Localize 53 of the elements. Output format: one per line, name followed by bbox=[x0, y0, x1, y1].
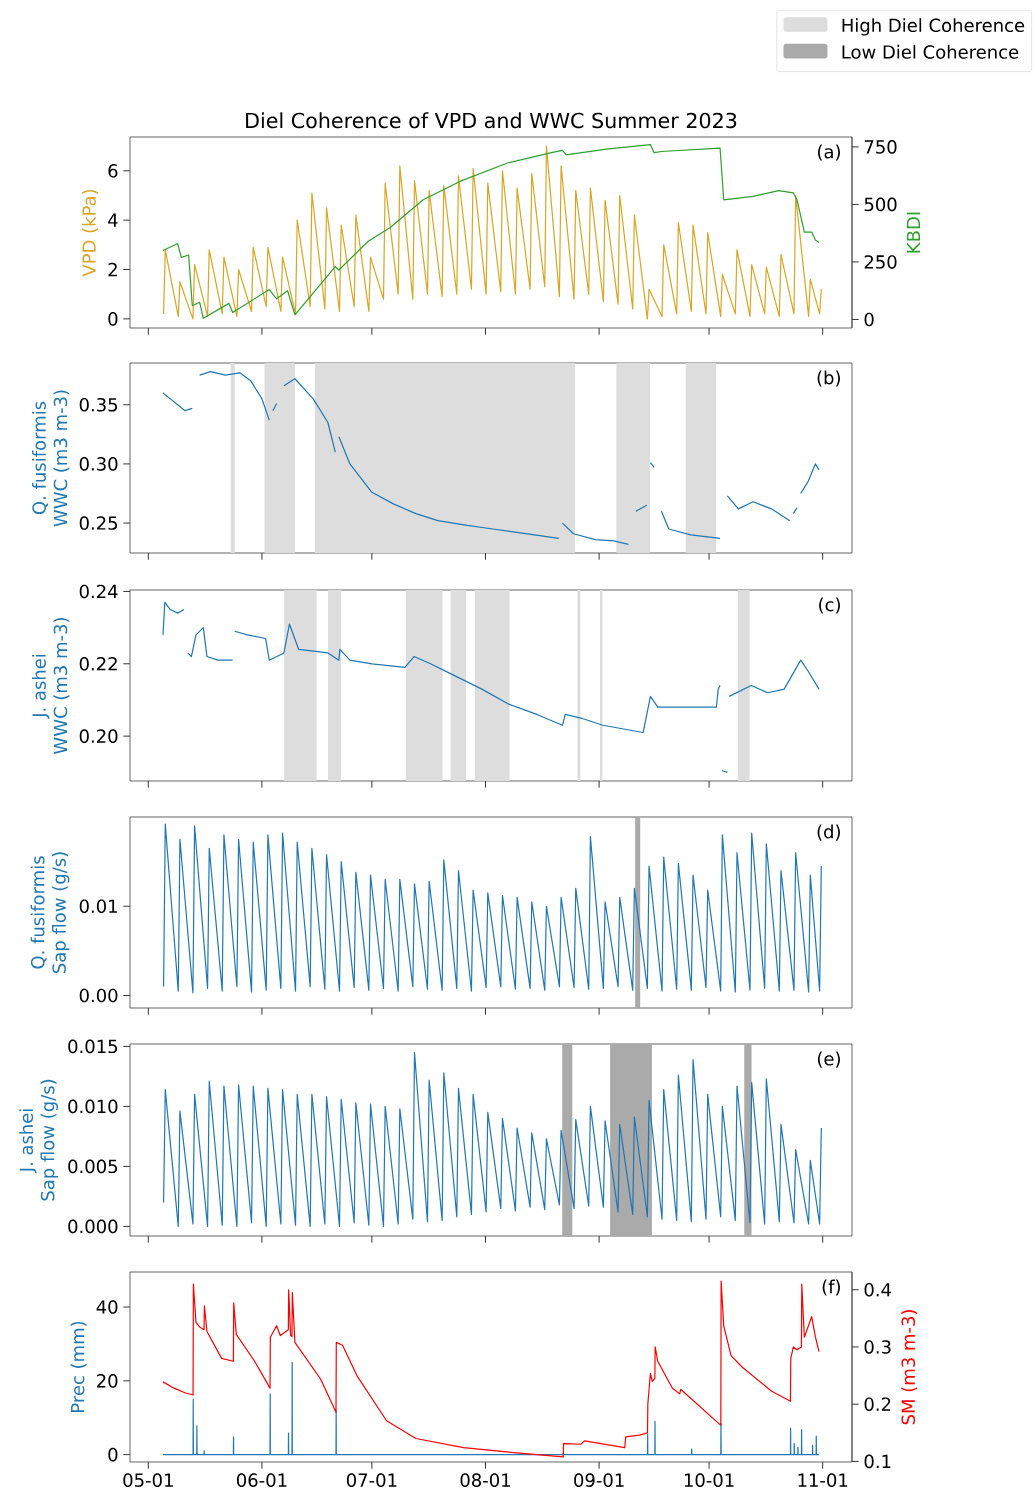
y-tick-label: 0.22 bbox=[79, 656, 117, 671]
y2-tick-label: 0.3 bbox=[864, 1340, 891, 1354]
x-tick-label: 06-01 bbox=[236, 1473, 287, 1487]
y-tick-label: 0.20 bbox=[79, 729, 118, 743]
annotation: (f) bbox=[822, 1279, 840, 1296]
y2-axis-title: SM (m3 m-3) bbox=[901, 1310, 918, 1425]
y-tick-label: 0.005 bbox=[68, 1159, 118, 1174]
y-tick-label: 0.35 bbox=[79, 397, 118, 412]
legend-label: High Diel Coherence bbox=[842, 18, 1025, 36]
y-axis-title: Q. fusiformis Sap flow (g/s) bbox=[30, 852, 70, 973]
chart-title: Diel Coherence of VPD and WWC Summer 2023 bbox=[246, 112, 737, 129]
annotation: (a) bbox=[817, 144, 840, 161]
y-axis-title: Prec (mm) bbox=[70, 1321, 87, 1412]
y2-axis-title: KBDI bbox=[906, 212, 921, 253]
annotation: (e) bbox=[817, 1051, 840, 1068]
legend-label: Low Diel Coherence bbox=[842, 44, 1019, 59]
line-series bbox=[162, 1280, 820, 1458]
y-tick-label: 2 bbox=[108, 262, 117, 277]
y-axis-title: Q. fusiformis WWC (m3 m-3) bbox=[32, 390, 70, 527]
y2-tick-label: 750 bbox=[864, 140, 897, 154]
x-tick-label: 11-01 bbox=[798, 1473, 848, 1487]
y-tick-label: 4 bbox=[108, 213, 118, 227]
y-tick-label: 0.010 bbox=[68, 1099, 118, 1114]
y-axis-title: J. ashei Sap flow (g/s) bbox=[19, 1079, 58, 1201]
y-tick-label: 0.00 bbox=[79, 988, 118, 1003]
annotation: (b) bbox=[817, 370, 840, 387]
y2-tick-label: 0.1 bbox=[864, 1454, 891, 1469]
y-tick-label: 6 bbox=[108, 163, 118, 178]
y-axis-title: J. ashei WWC (m3 m-3) bbox=[32, 618, 70, 754]
y-tick-label: 40 bbox=[96, 1300, 118, 1314]
y2-tick-label: 0.4 bbox=[864, 1282, 891, 1297]
y-tick-label: 0.000 bbox=[68, 1219, 118, 1234]
y-tick-label: 0 bbox=[108, 1447, 118, 1462]
y-tick-label: 0.30 bbox=[79, 457, 118, 471]
y-tick-label: 0 bbox=[108, 312, 118, 326]
x-tick-label: 05-01 bbox=[123, 1473, 173, 1487]
y2-tick-label: 500 bbox=[864, 197, 897, 212]
y-tick-label: 0.01 bbox=[79, 899, 117, 914]
y-tick-label: 0.25 bbox=[79, 516, 118, 530]
y2-tick-label: 0.2 bbox=[864, 1397, 891, 1411]
y2-tick-label: 0 bbox=[864, 312, 874, 327]
annotation: (d) bbox=[817, 824, 840, 841]
x-tick-label: 09-01 bbox=[574, 1473, 624, 1487]
y-tick-label: 0.015 bbox=[68, 1039, 118, 1054]
x-tick-label: 08-01 bbox=[460, 1473, 510, 1487]
y-tick-label: 0.24 bbox=[79, 584, 118, 599]
line-series bbox=[162, 1361, 820, 1456]
annotation: (c) bbox=[819, 597, 840, 614]
x-tick-label: 07-01 bbox=[346, 1473, 397, 1487]
x-tick-label: 10-01 bbox=[684, 1473, 734, 1487]
y-axis-title: VPD (kPa) bbox=[81, 189, 99, 277]
y-tick-label: 20 bbox=[97, 1374, 118, 1388]
y2-tick-label: 250 bbox=[864, 255, 897, 269]
